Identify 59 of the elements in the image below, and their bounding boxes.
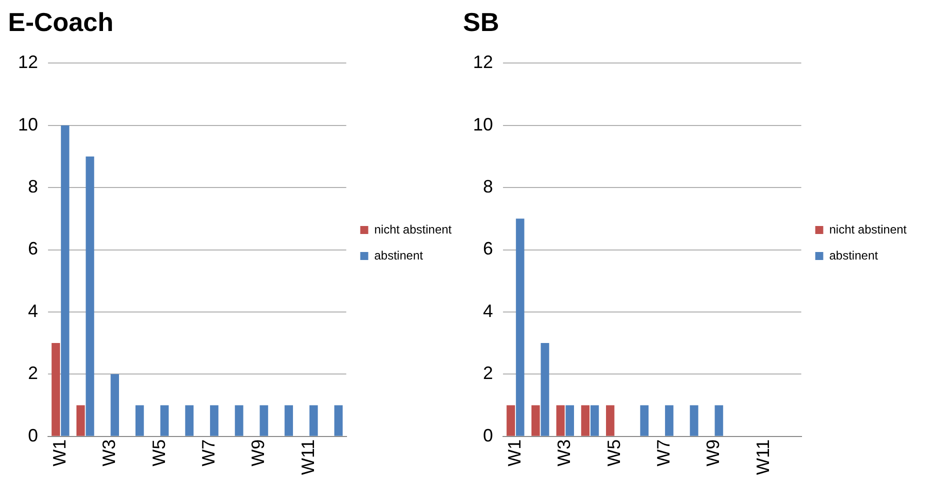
bar	[309, 405, 318, 436]
bar	[690, 405, 698, 436]
bar	[260, 405, 268, 436]
legend-label: nicht abstinent	[829, 222, 908, 236]
y-tick-label: 6	[28, 238, 38, 259]
x-tick-label: W9	[248, 439, 268, 466]
bar	[60, 125, 70, 436]
bar	[234, 405, 244, 436]
y-tick-label: 10	[472, 114, 494, 134]
bar	[110, 374, 120, 436]
x-tick-label: W1	[49, 439, 70, 466]
bar	[284, 405, 293, 436]
y-tick-label: 4	[483, 300, 494, 321]
y-tick-label: 12	[18, 52, 38, 72]
bar	[606, 405, 614, 436]
y-tick-label: 8	[483, 176, 494, 197]
bar	[76, 405, 85, 436]
y-tick-label: 8	[28, 176, 38, 197]
chart-title: E-Coach	[8, 6, 114, 37]
x-tick-label: W3	[554, 439, 574, 466]
bar	[590, 405, 599, 436]
y-tick-label: 10	[18, 114, 38, 134]
x-tick-label: W7	[654, 439, 674, 466]
legend-label: abstinent	[829, 248, 879, 262]
x-tick-label: W11	[298, 439, 318, 476]
bar	[506, 405, 515, 436]
bar	[665, 405, 674, 436]
bar	[52, 343, 60, 436]
bar	[566, 405, 574, 436]
bar	[516, 218, 524, 436]
bar	[540, 343, 550, 436]
x-tick-label: W1	[504, 439, 524, 466]
y-tick-label: 0	[28, 425, 38, 446]
legend-label: abstinent	[374, 248, 424, 262]
x-tick-label: W11	[752, 439, 773, 476]
x-tick-label: W5	[604, 439, 624, 466]
y-tick-label: 6	[483, 238, 494, 259]
chart-title: SB	[463, 6, 500, 37]
bar	[334, 405, 343, 436]
x-tick-label: W9	[703, 439, 724, 466]
bar	[185, 405, 194, 436]
y-tick-label: 4	[28, 300, 38, 321]
bar	[160, 405, 169, 436]
bar	[581, 405, 590, 436]
y-tick-label: 12	[472, 52, 494, 72]
y-tick-label: 0	[483, 425, 494, 446]
bar	[556, 405, 565, 436]
bar	[135, 405, 144, 436]
x-tick-label: W5	[148, 439, 169, 466]
x-tick-label: W7	[198, 439, 219, 466]
x-tick-label: W3	[99, 439, 120, 466]
bar	[640, 405, 649, 436]
bar	[714, 405, 724, 436]
y-tick-label: 2	[483, 363, 494, 384]
bar	[210, 405, 218, 436]
bar	[86, 156, 94, 436]
legend-label: nicht abstinent	[374, 222, 452, 236]
y-tick-label: 2	[28, 363, 38, 384]
bar	[531, 405, 540, 436]
